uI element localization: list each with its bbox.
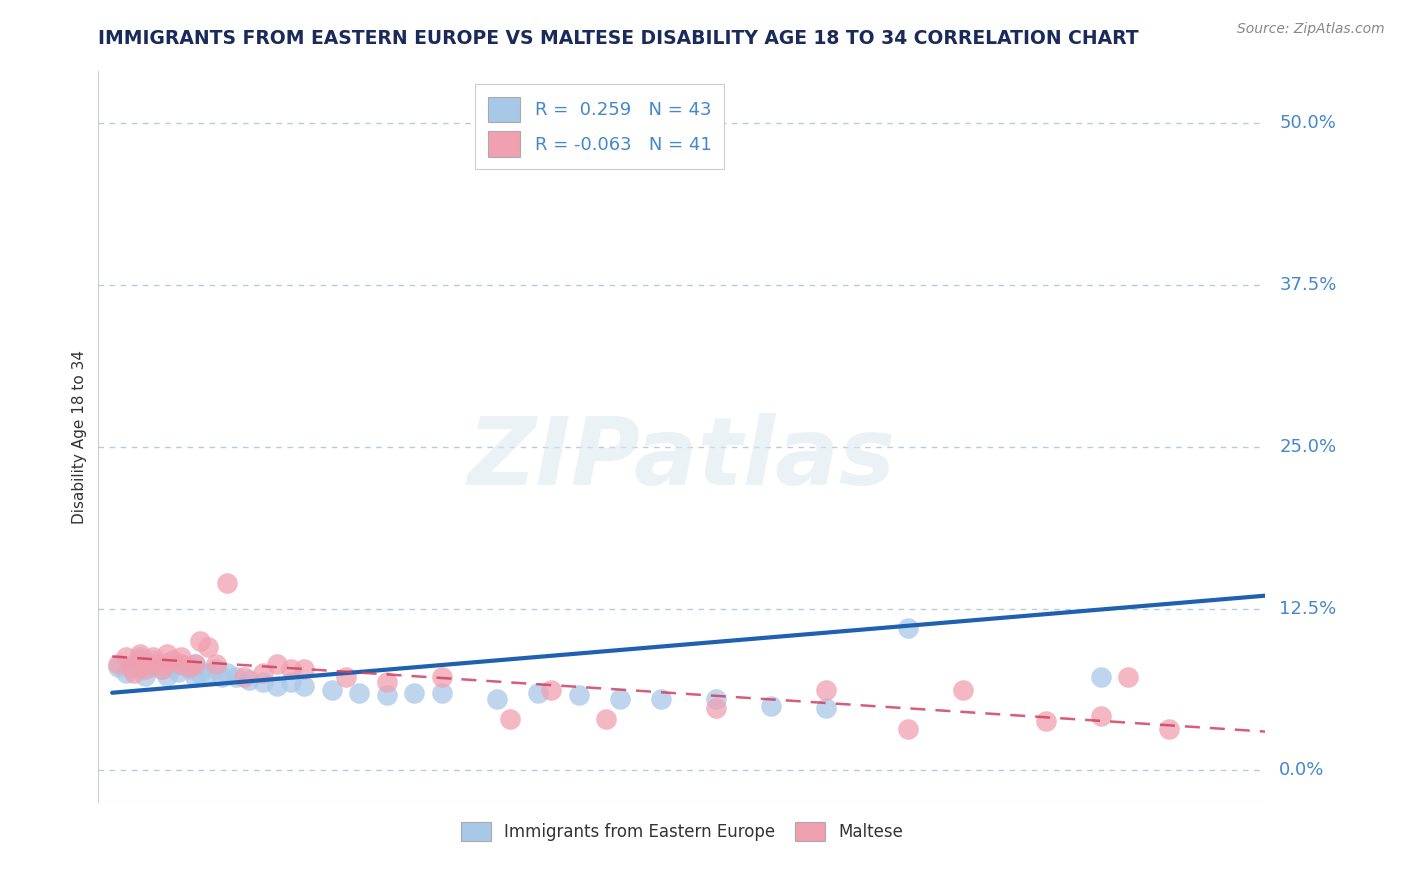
Point [134, 663, 156, 677]
Point [142, 657, 165, 672]
Point [150, 663, 173, 677]
Point [142, 649, 165, 664]
Point [897, 722, 920, 736]
Point [650, 692, 672, 706]
Point [266, 679, 288, 693]
Point [252, 666, 274, 681]
Point [815, 683, 838, 698]
Point [188, 634, 211, 648]
Point [540, 683, 562, 698]
Text: ZIPatlas: ZIPatlas [468, 413, 896, 505]
Point [375, 675, 398, 690]
Point [252, 675, 274, 690]
Point [1090, 709, 1112, 723]
Point [122, 666, 145, 681]
Point [142, 653, 165, 667]
Point [485, 692, 508, 706]
Point [233, 670, 256, 684]
Point [430, 670, 453, 684]
Point [120, 660, 142, 674]
Point [156, 669, 179, 683]
Point [609, 692, 631, 706]
Point [292, 679, 315, 693]
Point [205, 657, 228, 672]
Point [197, 640, 219, 655]
Point [404, 686, 426, 700]
Text: 12.5%: 12.5% [1279, 599, 1337, 617]
Point [183, 657, 205, 672]
Point [128, 663, 150, 677]
Point [177, 660, 200, 674]
Point [128, 653, 150, 667]
Point [128, 647, 150, 661]
Point [115, 649, 138, 664]
Point [197, 666, 219, 681]
Text: IMMIGRANTS FROM EASTERN EUROPE VS MALTESE DISABILITY AGE 18 TO 34 CORRELATION CH: IMMIGRANTS FROM EASTERN EUROPE VS MALTES… [98, 29, 1139, 47]
Text: 37.5%: 37.5% [1279, 276, 1337, 294]
Point [107, 657, 129, 672]
Point [321, 683, 343, 698]
Point [349, 686, 371, 700]
Point [205, 663, 228, 677]
Point [266, 657, 288, 672]
Legend: Immigrants from Eastern Europe, Maltese: Immigrants from Eastern Europe, Maltese [453, 814, 911, 849]
Point [134, 657, 156, 672]
Point [115, 666, 138, 681]
Point [238, 673, 260, 687]
Point [177, 663, 200, 677]
Point [759, 698, 782, 713]
Point [568, 689, 591, 703]
Point [167, 665, 190, 679]
Point [526, 686, 548, 700]
Point [128, 649, 150, 664]
Point [183, 670, 205, 684]
Point [280, 663, 302, 677]
Point [217, 575, 239, 590]
Point [1035, 714, 1057, 729]
Point [1090, 670, 1112, 684]
Point [211, 670, 233, 684]
Text: Source: ZipAtlas.com: Source: ZipAtlas.com [1237, 22, 1385, 37]
Point [150, 663, 173, 677]
Text: 0.0%: 0.0% [1279, 762, 1324, 780]
Point [170, 649, 193, 664]
Point [217, 666, 239, 681]
Point [704, 692, 727, 706]
Point [188, 666, 211, 681]
Point [704, 701, 727, 715]
Y-axis label: Disability Age 18 to 34: Disability Age 18 to 34 [72, 350, 87, 524]
Text: 25.0%: 25.0% [1279, 438, 1337, 456]
Point [122, 657, 145, 672]
Point [595, 712, 617, 726]
Point [815, 701, 838, 715]
Point [162, 653, 184, 667]
Point [1159, 722, 1181, 736]
Point [156, 656, 179, 670]
Point [952, 683, 974, 698]
Point [107, 660, 129, 674]
Point [375, 689, 398, 703]
Point [897, 621, 920, 635]
Point [134, 669, 156, 683]
Point [142, 660, 165, 674]
Point [280, 675, 302, 690]
Point [170, 657, 193, 672]
Point [499, 712, 522, 726]
Point [162, 660, 184, 674]
Point [1116, 670, 1139, 684]
Point [156, 647, 179, 661]
Point [292, 663, 315, 677]
Point [183, 657, 205, 672]
Point [430, 686, 453, 700]
Point [170, 657, 193, 672]
Text: 50.0%: 50.0% [1279, 114, 1336, 132]
Point [225, 670, 247, 684]
Point [335, 670, 357, 684]
